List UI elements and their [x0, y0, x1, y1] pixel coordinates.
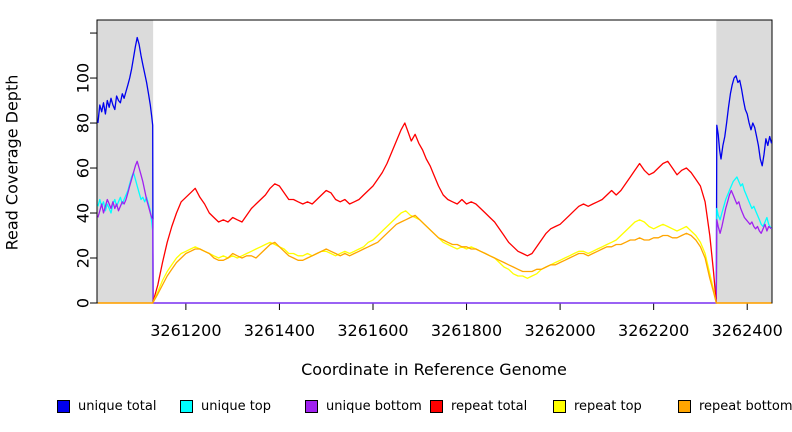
series-line-repeat-total	[97, 122, 772, 304]
legend-swatch	[57, 400, 70, 413]
series-line-repeat-top	[97, 210, 772, 304]
x-tick-label: 3261200	[150, 321, 221, 340]
shaded-region	[716, 20, 772, 303]
series-line-unique-bottom	[97, 160, 772, 304]
legend-item-repeat-bottom: repeat bottom	[678, 399, 792, 414]
shaded-region	[97, 20, 154, 303]
plot-border	[96, 19, 773, 304]
series-line-unique-total	[97, 36, 773, 304]
legend-label: repeat bottom	[699, 399, 792, 414]
legend-item-repeat-total: repeat total	[430, 399, 527, 414]
legend: unique total unique top unique bottom repea…	[0, 399, 792, 415]
x-tick-label: 3262000	[524, 321, 595, 340]
legend-item-repeat-top: repeat top	[553, 399, 642, 414]
legend-item-unique-top: unique top	[180, 399, 271, 414]
legend-label: unique total	[78, 399, 157, 414]
legend-label: unique top	[201, 399, 272, 414]
legend-label: unique bottom	[326, 399, 422, 414]
x-tick-label: 3261800	[431, 321, 502, 340]
x-tick-label: 3262400	[712, 321, 783, 340]
series-line-repeat-bottom	[97, 214, 772, 304]
legend-swatch	[430, 400, 443, 413]
x-tick-label: 3262200	[618, 321, 689, 340]
legend-item-unique-bottom: unique bottom	[305, 399, 422, 414]
y-tick-label: 80	[74, 113, 93, 133]
series-line-unique-top	[97, 171, 773, 304]
y-tick-label: 40	[74, 203, 93, 223]
x-tick-label: 3261400	[244, 321, 315, 340]
y-tick-label: 20	[74, 248, 93, 268]
y-axis-title: Read Coverage Depth	[2, 74, 22, 251]
legend-swatch	[305, 400, 318, 413]
legend-swatch	[678, 400, 691, 413]
y-tick-label: 0	[74, 298, 93, 308]
y-tick-label: 60	[74, 158, 93, 178]
y-tick-label: 100	[74, 63, 93, 94]
legend-label: repeat top	[574, 399, 642, 414]
legend-label: repeat total	[451, 399, 528, 414]
x-tick-label: 3261600	[337, 321, 408, 340]
legend-item-unique-total: unique total	[57, 399, 156, 414]
legend-swatch	[180, 400, 193, 413]
legend-swatch	[553, 400, 566, 413]
x-axis-title: Coordinate in Reference Genome	[301, 360, 567, 379]
